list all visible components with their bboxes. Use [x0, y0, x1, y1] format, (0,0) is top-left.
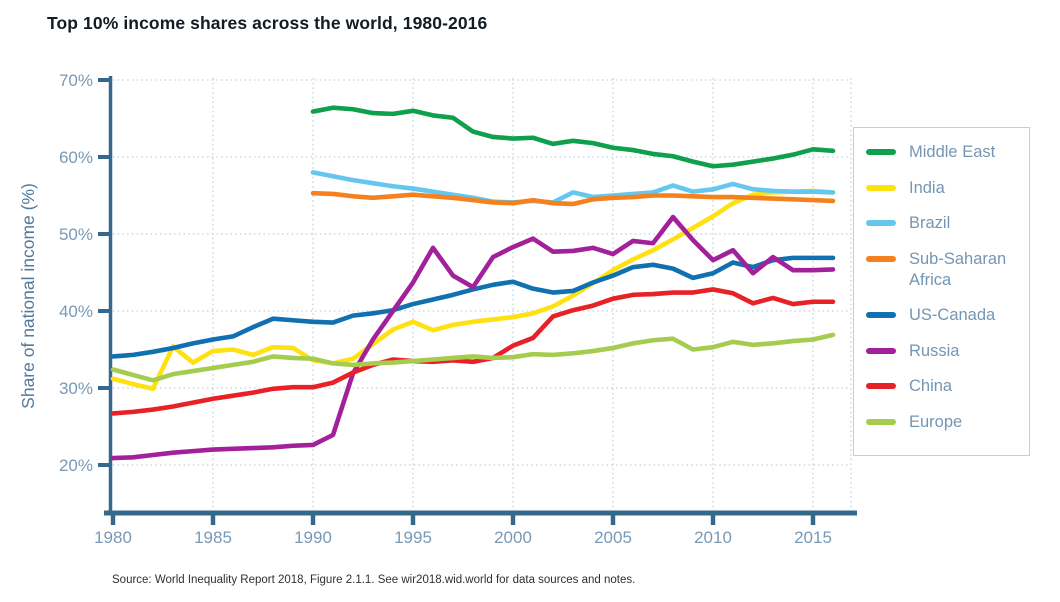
- y-tick-label: 30%: [59, 379, 93, 398]
- series-line-sub-saharan-africa: [310, 190, 836, 207]
- y-tick-label: 70%: [59, 71, 93, 90]
- series-line-russia: [110, 214, 836, 461]
- legend-swatch-europe: [866, 418, 896, 425]
- legend-label: US-Canada: [909, 306, 996, 324]
- x-tick-label: 1985: [194, 528, 232, 547]
- x-tick-label: 2000: [494, 528, 532, 547]
- y-tick-label: 60%: [59, 148, 93, 167]
- page-title: Top 10% income shares across the world, …: [47, 13, 488, 33]
- y-tick-label: 40%: [59, 302, 93, 321]
- legend-swatch-middle-east: [866, 149, 896, 155]
- legend-item-sub-saharan-africa: Sub-Saharan Africa: [866, 249, 1021, 291]
- series-line-us-canada: [110, 255, 836, 359]
- legend-label: India: [909, 178, 945, 197]
- x-tick-label: 1980: [94, 528, 132, 547]
- legend-swatch-india: [866, 184, 896, 191]
- y-tick-label: 20%: [59, 456, 93, 475]
- legend-item-middle-east: Middle East: [866, 142, 1021, 163]
- legend-item-india: India: [866, 178, 1021, 199]
- legend-item-china: China: [866, 376, 1021, 397]
- legend-label: Europe: [909, 412, 963, 431]
- source-note: Source: World Inequality Report 2018, Fi…: [112, 574, 636, 586]
- legend-swatch-brazil: [866, 220, 896, 226]
- y-axis-title: Share of national income (%): [18, 183, 38, 409]
- legend-label: Sub-Saharan Africa: [909, 249, 1007, 289]
- legend-item-brazil: Brazil: [866, 213, 1021, 234]
- legend-label: China: [909, 377, 953, 395]
- x-tick-label: 1990: [294, 528, 332, 547]
- legend-item-europe: Europe: [866, 412, 1021, 433]
- series-line-china: [110, 287, 836, 416]
- series-line-india: [110, 188, 836, 392]
- legend-swatch-sub-saharan-africa: [866, 255, 896, 262]
- legend-swatch-us-canada: [866, 312, 896, 318]
- series-line-middle-east: [310, 105, 836, 169]
- series-line-brazil: [310, 170, 836, 205]
- legend-label: Middle East: [909, 143, 996, 161]
- series-line-europe: [110, 332, 836, 383]
- legend-label: Brazil: [909, 214, 951, 232]
- legend-label: Russia: [909, 341, 960, 360]
- x-tick-label: 2005: [594, 528, 632, 547]
- legend-item-us-canada: US-Canada: [866, 305, 1021, 326]
- x-tick-label: 2015: [794, 528, 832, 547]
- legend-swatch-russia: [866, 347, 896, 354]
- legend-item-russia: Russia: [866, 341, 1021, 362]
- legend-swatch-china: [866, 383, 896, 389]
- y-tick-label: 50%: [59, 225, 93, 244]
- x-tick-label: 1995: [394, 528, 432, 547]
- x-tick-label: 2010: [694, 528, 732, 547]
- chart-legend: Middle East India Brazil Sub-Saharan Africa…: [853, 127, 1030, 456]
